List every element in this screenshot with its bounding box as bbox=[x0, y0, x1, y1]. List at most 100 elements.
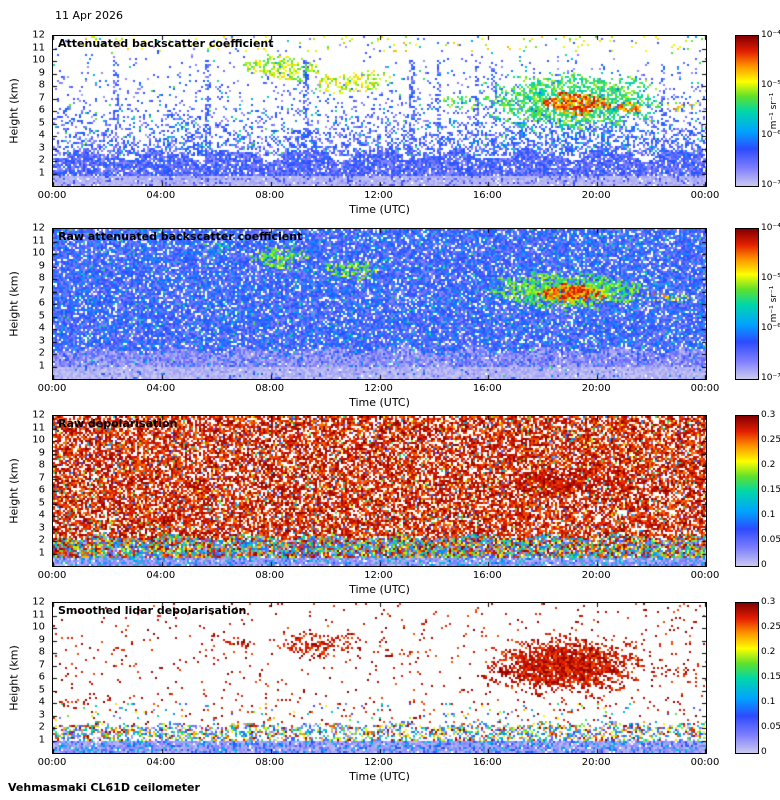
x-axis-label: Time (UTC) bbox=[349, 396, 410, 409]
colorbar-tick-label: 10⁻⁵ bbox=[761, 272, 780, 283]
y-tick-label: 8 bbox=[38, 272, 45, 284]
x-tick-label: 00:00 bbox=[690, 757, 720, 768]
y-tick-label: 7 bbox=[38, 92, 45, 103]
panel-title: Raw depolarisation bbox=[58, 417, 178, 430]
heatmap-canvas bbox=[52, 602, 707, 754]
y-tick-label: 6 bbox=[38, 484, 45, 496]
y-axis-ticks: 1 2 3 4 5 6 7 8 9 10 11 12 bbox=[0, 597, 48, 754]
x-axis-label: Time (UTC) bbox=[349, 203, 410, 216]
y-tick-label: 7 bbox=[38, 659, 45, 670]
x-tick-label: 20:00 bbox=[581, 570, 611, 581]
y-tick-label: 3 bbox=[38, 709, 45, 720]
panel-smoothed-depolarisation: Height (km) 1 2 3 4 5 6 7 8 9 10 11 12 Smoothed lid… bbox=[0, 597, 780, 784]
y-tick-label: 9 bbox=[38, 634, 45, 645]
y-tick-label: 9 bbox=[38, 260, 45, 271]
x-tick-label: 20:00 bbox=[581, 383, 611, 394]
x-tick-label: 08:00 bbox=[255, 383, 285, 394]
colorbar-tick-label: 0.3 bbox=[761, 410, 776, 420]
y-tick-label: 4 bbox=[38, 509, 45, 521]
y-tick-label: 11 bbox=[32, 235, 45, 246]
x-tick-label: 00:00 bbox=[690, 570, 720, 581]
colorbar-tick-label: 10⁻⁶ bbox=[761, 323, 780, 333]
y-axis-ticks: 1 2 3 4 5 6 7 8 9 10 11 12 bbox=[0, 223, 48, 380]
x-tick-label: 00:00 bbox=[690, 190, 720, 201]
x-tick-label: 08:00 bbox=[255, 190, 285, 201]
panel-title: Raw attenuated backscatter coefficient bbox=[58, 230, 303, 243]
date-label: 11 Apr 2026 bbox=[55, 9, 124, 22]
colorbar-tick-label: 10⁻⁴ bbox=[761, 30, 780, 40]
panel-raw-attenuated-backscatter: Height (km) 1 2 3 4 5 6 7 8 9 10 11 12 Raw attenuat… bbox=[0, 223, 780, 410]
x-axis-label: Time (UTC) bbox=[349, 583, 410, 596]
y-tick-label: 5 bbox=[38, 684, 45, 695]
colorbar-canvas bbox=[735, 602, 759, 754]
x-tick-label: 00:00 bbox=[690, 383, 720, 394]
x-axis-ticks: 00:00 04:00 08:00 12:00 16:00 20:00 00:00 bbox=[38, 757, 720, 769]
colorbar-tick-label: 0 bbox=[761, 747, 767, 757]
colorbar-tick-label: 0.3 bbox=[761, 597, 776, 607]
colorbar-ticks: 10⁻⁴ 10⁻⁵ 10⁻⁶ 10⁻⁷ bbox=[761, 223, 780, 383]
y-tick-label: 12 bbox=[32, 29, 45, 41]
x-tick-label: 04:00 bbox=[146, 757, 176, 768]
y-tick-label: 4 bbox=[38, 696, 45, 708]
y-tick-label: 6 bbox=[38, 104, 45, 116]
y-tick-label: 1 bbox=[38, 360, 45, 371]
x-tick-label: 08:00 bbox=[255, 570, 285, 581]
y-tick-label: 12 bbox=[32, 596, 45, 608]
colorbar-ticks: 0.3 0.25 0.2 0.15 0.1 0.05 0 bbox=[761, 597, 780, 757]
y-tick-label: 2 bbox=[38, 721, 45, 733]
y-tick-label: 10 bbox=[32, 621, 45, 633]
x-tick-label: 20:00 bbox=[581, 190, 611, 201]
x-tick-label: 00:00 bbox=[37, 570, 67, 581]
y-tick-label: 4 bbox=[38, 322, 45, 334]
colorbar-tick-label: 0.1 bbox=[761, 510, 776, 520]
y-tick-label: 10 bbox=[32, 247, 45, 259]
heatmap-canvas bbox=[52, 415, 707, 567]
x-tick-label: 00:00 bbox=[37, 190, 67, 201]
panel-title: Attenuated backscatter coefficient bbox=[58, 37, 274, 50]
y-tick-label: 6 bbox=[38, 671, 45, 683]
colorbar-tick-label: 0.25 bbox=[761, 622, 780, 632]
y-tick-label: 5 bbox=[38, 310, 45, 321]
colorbar-tick-label: 0 bbox=[761, 560, 767, 570]
colorbar-tick-label: 0.1 bbox=[761, 697, 776, 707]
colorbar-tick-label: 0.15 bbox=[761, 672, 780, 682]
heatmap-canvas bbox=[52, 35, 707, 187]
colorbar-canvas bbox=[735, 415, 759, 567]
colorbar-tick-label: 0.2 bbox=[761, 646, 776, 657]
x-tick-label: 04:00 bbox=[146, 190, 176, 201]
x-tick-label: 04:00 bbox=[146, 383, 176, 394]
colorbar-tick-label: 10⁻⁴ bbox=[761, 223, 780, 233]
colorbar-tick-label: 0.25 bbox=[761, 435, 780, 445]
x-axis-ticks: 00:00 04:00 08:00 12:00 16:00 20:00 00:00 bbox=[38, 570, 720, 582]
heatmap-canvas bbox=[52, 228, 707, 380]
y-axis-ticks: 1 2 3 4 5 6 7 8 9 10 11 12 bbox=[0, 30, 48, 187]
colorbar-ticks: 0.3 0.25 0.2 0.15 0.1 0.05 0 bbox=[761, 410, 780, 570]
y-tick-label: 10 bbox=[32, 434, 45, 446]
x-tick-label: 16:00 bbox=[472, 570, 502, 581]
y-tick-label: 2 bbox=[38, 154, 45, 166]
panel-raw-depolarisation: Height (km) 1 2 3 4 5 6 7 8 9 10 11 12 Raw depolari… bbox=[0, 410, 780, 597]
colorbar-tick-label: 0.15 bbox=[761, 485, 780, 495]
y-tick-label: 11 bbox=[32, 422, 45, 433]
x-tick-label: 20:00 bbox=[581, 757, 611, 768]
x-tick-label: 16:00 bbox=[472, 757, 502, 768]
colorbar-ticks: 10⁻⁴ 10⁻⁵ 10⁻⁶ 10⁻⁷ bbox=[761, 30, 780, 190]
y-tick-label: 12 bbox=[32, 222, 45, 234]
y-tick-label: 11 bbox=[32, 609, 45, 620]
x-tick-label: 12:00 bbox=[364, 190, 393, 201]
x-tick-label: 12:00 bbox=[364, 383, 393, 394]
y-tick-label: 7 bbox=[38, 472, 45, 483]
y-tick-label: 9 bbox=[38, 67, 45, 78]
colorbar-canvas bbox=[735, 228, 759, 380]
y-tick-label: 3 bbox=[38, 522, 45, 533]
colorbar-tick-label: 10⁻⁷ bbox=[761, 373, 780, 383]
y-tick-label: 1 bbox=[38, 167, 45, 178]
y-tick-label: 11 bbox=[32, 42, 45, 53]
y-axis-ticks: 1 2 3 4 5 6 7 8 9 10 11 12 bbox=[0, 410, 48, 567]
y-tick-label: 3 bbox=[38, 335, 45, 346]
x-tick-label: 08:00 bbox=[255, 757, 285, 768]
y-tick-label: 5 bbox=[38, 117, 45, 128]
panel-attenuated-backscatter: Height (km) 1 2 3 4 5 6 7 8 9 10 11 12 Attenuated b… bbox=[0, 30, 780, 217]
x-tick-label: 16:00 bbox=[472, 190, 502, 201]
